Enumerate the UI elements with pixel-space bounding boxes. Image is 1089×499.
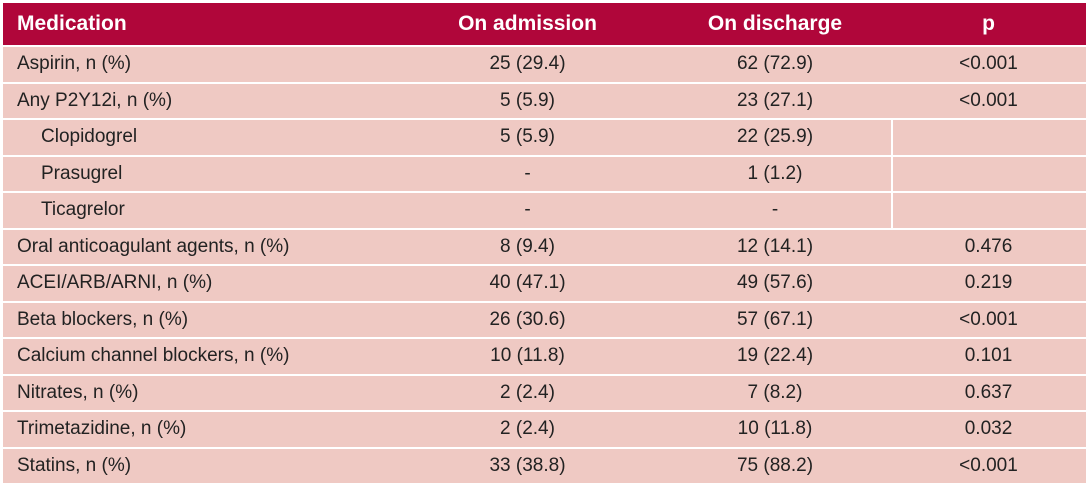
cell-admission: 26 (30.6) bbox=[489, 308, 566, 330]
cell-discharge: 1 (1.2) bbox=[747, 162, 803, 184]
table-row: Oral anticoagulant agents, n (%) 8 (9.4) 1… bbox=[3, 227, 1086, 264]
medication-table: Medication On admission On discharge p A… bbox=[3, 3, 1086, 483]
cell-medication: Beta blockers, n (%) bbox=[17, 308, 189, 330]
header-on-discharge: On discharge bbox=[707, 12, 843, 35]
table-row: Calcium channel blockers, n (%) 10 (11.8)… bbox=[3, 337, 1086, 374]
cell-p: 0.476 bbox=[964, 235, 1013, 257]
table-row: Prasugrel - 1 (1.2) bbox=[3, 154, 1086, 191]
cell-admission: 25 (29.4) bbox=[489, 53, 566, 75]
cell-admission: 5 (5.9) bbox=[500, 89, 555, 111]
table-row: Any P2Y12i, n (%) 5 (5.9) 23 (27.1) <0.001 bbox=[3, 81, 1086, 118]
cell-p bbox=[891, 120, 1086, 155]
table-header: Medication On admission On discharge p bbox=[3, 3, 1086, 45]
table-row: Ticagrelor - - bbox=[3, 191, 1086, 228]
cell-medication: Trimetazidine, n (%) bbox=[17, 418, 187, 440]
table-row: Clopidogrel 5 (5.9) 22 (25.9) bbox=[3, 118, 1086, 155]
table-row: ACEI/ARB/ARNI, n (%) 40 (47.1) 49 (57.6) 0.… bbox=[3, 264, 1086, 301]
cell-discharge: 23 (27.1) bbox=[736, 89, 814, 111]
table-row: Nitrates, n (%) 2 (2.4) 7 (8.2) 0.637 bbox=[3, 373, 1086, 410]
cell-admission: 2 (2.4) bbox=[500, 381, 555, 403]
cell-p: 0.101 bbox=[964, 345, 1013, 367]
cell-admission: 10 (11.8) bbox=[490, 345, 565, 367]
cell-discharge: 19 (22.4) bbox=[736, 345, 814, 367]
cell-p: <0.001 bbox=[959, 53, 1018, 75]
cell-medication: Calcium channel blockers, n (%) bbox=[17, 345, 290, 367]
cell-p bbox=[891, 193, 1086, 228]
cell-p: <0.001 bbox=[959, 308, 1018, 330]
cell-p bbox=[891, 156, 1086, 191]
cell-p: 0.032 bbox=[964, 418, 1013, 440]
cell-discharge: - bbox=[771, 199, 779, 221]
cell-medication: Any P2Y12i, n (%) bbox=[17, 89, 173, 111]
cell-medication: Statins, n (%) bbox=[17, 454, 132, 476]
table-row: Trimetazidine, n (%) 2 (2.4) 10 (11.8) 0.03… bbox=[3, 410, 1086, 447]
header-medication: Medication bbox=[17, 12, 127, 35]
table-body: Aspirin, n (%) 25 (29.4) 62 (72.9) <0.001 An… bbox=[3, 45, 1086, 483]
cell-admission: 2 (2.4) bbox=[500, 418, 555, 440]
cell-discharge: 75 (88.2) bbox=[736, 454, 814, 476]
cell-admission: 5 (5.9) bbox=[500, 126, 555, 148]
cell-medication: Prasugrel bbox=[41, 162, 123, 184]
cell-admission: 8 (9.4) bbox=[500, 235, 555, 257]
cell-medication: Aspirin, n (%) bbox=[17, 53, 132, 75]
cell-p: 0.219 bbox=[964, 272, 1013, 294]
cell-medication: Nitrates, n (%) bbox=[17, 381, 139, 403]
header-p: p bbox=[982, 12, 995, 35]
cell-discharge: 7 (8.2) bbox=[747, 381, 803, 403]
table-row: Statins, n (%) 33 (38.8) 75 (88.2) <0.001 bbox=[3, 446, 1086, 483]
cell-medication: Ticagrelor bbox=[41, 199, 125, 221]
cell-p: 0.637 bbox=[964, 381, 1013, 403]
cell-admission: - bbox=[524, 199, 531, 221]
cell-admission: - bbox=[524, 162, 531, 184]
table-row: Beta blockers, n (%) 26 (30.6) 57 (67.1) <0… bbox=[3, 300, 1086, 337]
cell-discharge: 49 (57.6) bbox=[736, 272, 814, 294]
cell-medication: ACEI/ARB/ARNI, n (%) bbox=[17, 272, 213, 294]
cell-discharge: 10 (11.8) bbox=[737, 418, 813, 440]
cell-admission: 33 (38.8) bbox=[489, 454, 566, 476]
cell-discharge: 62 (72.9) bbox=[736, 53, 814, 75]
cell-medication: Clopidogrel bbox=[41, 126, 138, 148]
header-on-admission: On admission bbox=[458, 12, 597, 35]
cell-p: <0.001 bbox=[959, 454, 1018, 476]
cell-admission: 40 (47.1) bbox=[489, 272, 566, 294]
cell-discharge: 22 (25.9) bbox=[736, 126, 814, 148]
table-row: Aspirin, n (%) 25 (29.4) 62 (72.9) <0.001 bbox=[3, 45, 1086, 82]
cell-discharge: 12 (14.1) bbox=[736, 235, 814, 257]
cell-discharge: 57 (67.1) bbox=[736, 308, 814, 330]
cell-p: <0.001 bbox=[959, 89, 1018, 111]
cell-medication: Oral anticoagulant agents, n (%) bbox=[17, 235, 290, 257]
